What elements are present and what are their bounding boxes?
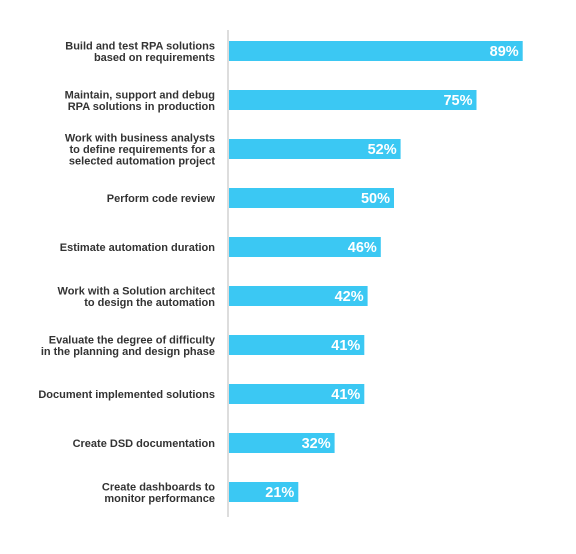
bar-value-label: 52% <box>368 142 397 158</box>
bar <box>229 335 365 355</box>
bar-value-label: 41% <box>331 387 360 403</box>
category-label-line: in the planning and design phase <box>41 346 215 358</box>
category-label-line: Document implemented solutions <box>38 389 215 401</box>
category-label-line: Maintain, support and debug <box>65 89 215 101</box>
category-label-line: monitor performance <box>104 493 215 505</box>
category-label: Work with a Solution architect to design … <box>58 285 216 309</box>
category-label-line: Work with business analysts <box>65 133 215 145</box>
bar <box>229 237 381 257</box>
category-label-line: to design the automation <box>84 297 215 309</box>
category-label-line: Build and test RPA solutions <box>65 40 215 52</box>
bar-value-label: 21% <box>265 485 294 501</box>
bar-value-label: 75% <box>443 93 472 109</box>
category-label-line: selected automation project <box>69 156 215 168</box>
bar-value-label: 46% <box>348 240 377 256</box>
bar-value-label: 42% <box>335 289 364 305</box>
category-label-line: Evaluate the degree of difficulty <box>49 334 216 346</box>
category-label-line: RPA solutions in production <box>68 101 216 113</box>
bar-value-label: 32% <box>302 436 331 452</box>
bar <box>229 139 401 159</box>
category-label-line: Estimate automation duration <box>60 242 216 254</box>
value-labels-layer: 89% 75% 52% 50% 46% 42% 41% 41% 32% 21% <box>265 44 519 501</box>
bar <box>229 286 368 306</box>
category-label-line: Work with a Solution architect <box>58 285 216 297</box>
category-label: Build and test RPA solutions based on req… <box>65 40 215 64</box>
category-labels-layer: Build and test RPA solutions based on req… <box>38 40 216 505</box>
category-label: Perform code review <box>107 193 216 205</box>
bar-value-label: 50% <box>361 191 390 207</box>
bar-value-label: 89% <box>490 44 519 60</box>
bar-value-label: 41% <box>331 338 360 354</box>
category-label: Create DSD documentation <box>73 438 216 450</box>
bar <box>229 188 394 208</box>
bar <box>229 482 299 502</box>
category-label: Work with business analysts to define req… <box>65 133 216 168</box>
bar <box>229 90 477 110</box>
bars-layer <box>229 41 523 502</box>
category-label: Evaluate the degree of difficulty in the … <box>41 334 216 358</box>
bar <box>229 433 335 453</box>
category-label: Document implemented solutions <box>38 389 215 401</box>
category-label-line: Create DSD documentation <box>73 438 216 450</box>
bar <box>229 41 523 61</box>
category-label-line: Perform code review <box>107 193 216 205</box>
category-label: Create dashboards to monitor performance <box>102 481 215 505</box>
bar <box>229 384 365 404</box>
category-label: Estimate automation duration <box>60 242 216 254</box>
category-label-line: Create dashboards to <box>102 481 215 493</box>
category-label-line: to define requirements for a <box>70 144 216 156</box>
category-label: Maintain, support and debug RPA solutions… <box>65 89 216 113</box>
category-label-line: based on requirements <box>94 52 215 64</box>
